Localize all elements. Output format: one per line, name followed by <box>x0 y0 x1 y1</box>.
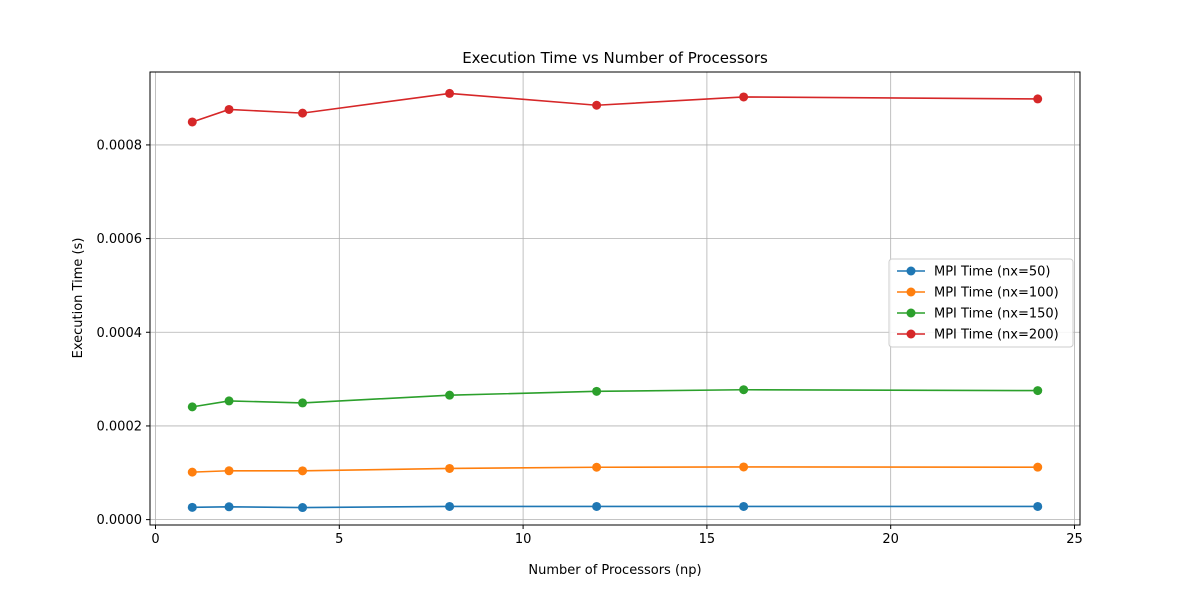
data-point <box>187 467 197 477</box>
data-point <box>445 88 455 98</box>
x-tick-label: 15 <box>699 532 716 547</box>
series-2 <box>187 462 1043 477</box>
data-point <box>445 501 455 511</box>
x-tick-label: 5 <box>335 532 343 547</box>
data-point <box>187 402 197 412</box>
series-4 <box>187 88 1043 127</box>
data-point <box>592 501 602 511</box>
data-point <box>298 398 308 408</box>
data-point <box>445 390 455 400</box>
legend-marker <box>906 287 916 297</box>
data-point <box>1033 462 1043 472</box>
data-point <box>739 92 749 102</box>
data-point <box>298 466 308 476</box>
legend-item: MPI Time (nx=50) <box>897 265 1050 280</box>
y-tick-label: 0.0002 <box>97 419 143 434</box>
y-tick-label: 0.0004 <box>97 326 143 341</box>
ticks: 0 5 10 15 20 25 0.0000 0.0002 0.0004 0.0006 0.0008 <box>97 138 1083 547</box>
legend-item: MPI Time (nx=200) <box>897 328 1059 343</box>
series-3 <box>187 385 1043 412</box>
legend-label: MPI Time (nx=150) <box>934 307 1059 322</box>
data-point <box>187 502 197 512</box>
series-layer <box>187 88 1043 513</box>
legend-item: MPI Time (nx=150) <box>897 307 1059 322</box>
x-axis-label: Number of Processors (np) <box>528 563 701 578</box>
y-tick-label: 0.0006 <box>97 232 143 247</box>
legend-label: MPI Time (nx=100) <box>934 286 1059 301</box>
data-point <box>1033 501 1043 511</box>
y-axis-label: Execution Time (s) <box>71 238 86 359</box>
series-1 <box>187 501 1043 513</box>
data-point <box>445 463 455 473</box>
data-point <box>224 502 234 512</box>
plot-frame <box>149 71 1081 526</box>
data-point <box>592 462 602 472</box>
data-point <box>298 108 308 118</box>
y-tick-label: 0.0000 <box>97 513 143 528</box>
data-point <box>298 503 308 513</box>
data-point <box>739 385 749 395</box>
data-point <box>1033 94 1043 104</box>
legend-label: MPI Time (nx=200) <box>934 328 1059 343</box>
data-point <box>187 117 197 127</box>
data-point <box>592 100 602 110</box>
legend-label: MPI Time (nx=50) <box>934 265 1050 280</box>
data-point <box>592 386 602 396</box>
chart-title: Execution Time vs Number of Processors <box>462 49 768 67</box>
data-point <box>739 501 749 511</box>
x-tick-label: 25 <box>1066 532 1083 547</box>
data-point <box>1033 386 1043 396</box>
grid <box>150 72 1080 525</box>
legend: MPI Time (nx=50) MPI Time (nx=100) MPI Tim… <box>888 258 1074 348</box>
legend-marker <box>906 266 916 276</box>
legend-item: MPI Time (nx=100) <box>897 286 1059 301</box>
x-tick-label: 10 <box>515 532 532 547</box>
x-tick-label: 0 <box>151 532 159 547</box>
data-point <box>739 462 749 472</box>
legend-box <box>888 258 1074 348</box>
data-point <box>224 104 234 114</box>
y-tick-label: 0.0008 <box>97 138 143 153</box>
legend-marker <box>906 308 916 318</box>
data-point <box>224 396 234 406</box>
data-point <box>224 466 234 476</box>
x-tick-label: 20 <box>882 532 899 547</box>
legend-marker <box>906 329 916 339</box>
